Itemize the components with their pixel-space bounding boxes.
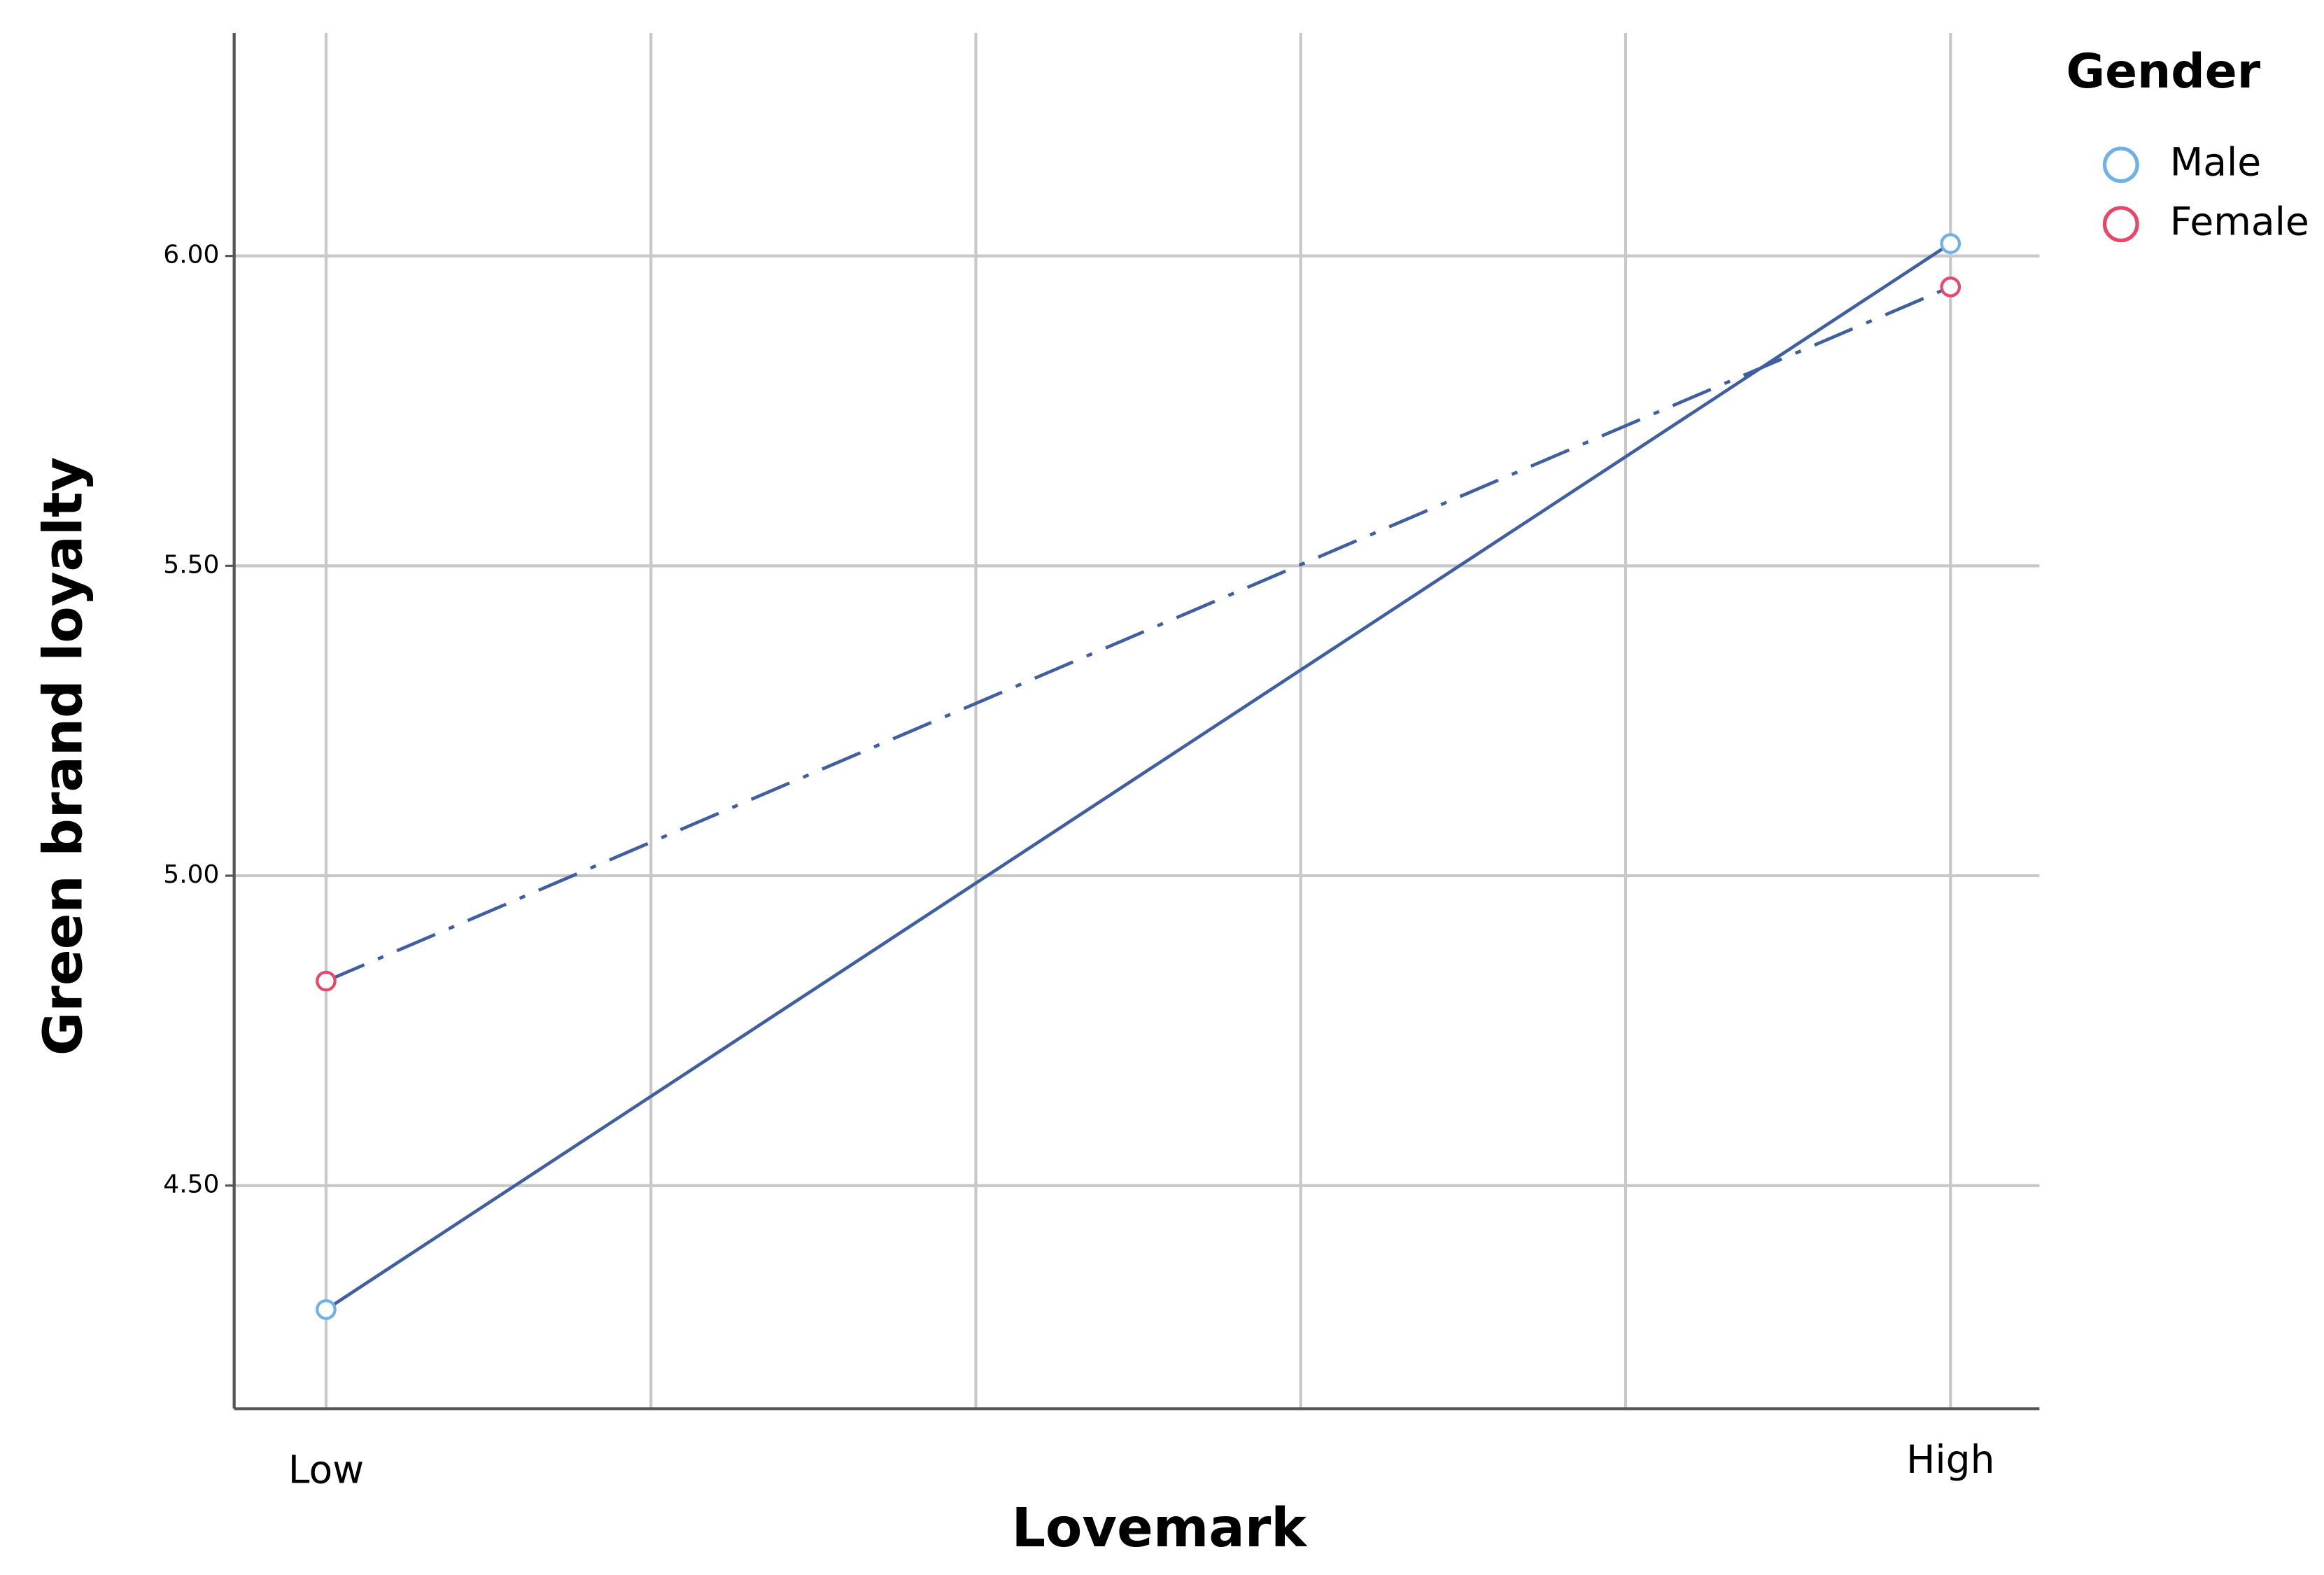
y-tick-label: 5.00 — [163, 860, 219, 889]
y-axis-title: Green brand loyalty — [31, 457, 94, 1056]
y-tick-label: 4.50 — [163, 1170, 219, 1199]
series-line — [325, 242, 1952, 1311]
legend-marker — [2102, 206, 2139, 243]
data-point — [1940, 276, 1962, 298]
legend-item: Male — [2170, 140, 2261, 185]
legend-marker — [2102, 146, 2139, 183]
data-point — [1940, 233, 1962, 254]
legend-title: Gender — [2066, 43, 2260, 99]
series-line — [325, 285, 1952, 983]
x-tick-label: High — [1906, 1437, 1995, 1482]
y-tick-label: 5.50 — [163, 550, 219, 579]
x-axis-title: Lovemark — [1011, 1497, 1308, 1559]
y-tick-label: 6.00 — [163, 241, 219, 270]
data-point — [316, 970, 337, 992]
legend-item: Female — [2170, 199, 2309, 244]
data-point — [316, 1298, 337, 1320]
x-tick-label: Low — [288, 1448, 364, 1492]
